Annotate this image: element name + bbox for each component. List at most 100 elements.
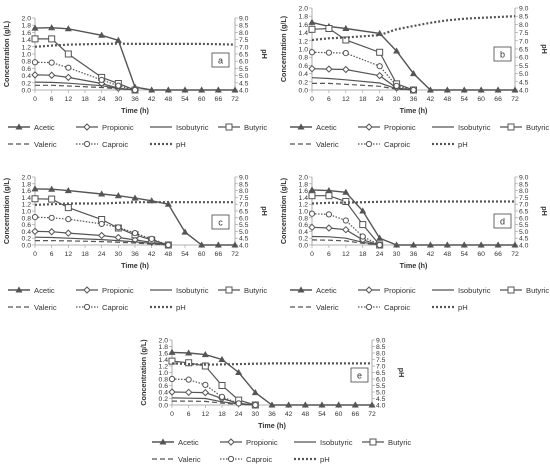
y-tick-label: 0.8: [22, 215, 32, 222]
y-tick-label: 0.0: [159, 403, 169, 410]
butyric-point: [64, 204, 72, 212]
butyric-point: [325, 192, 333, 200]
open-diamond-marker: [83, 123, 91, 131]
caproic-point: [31, 59, 39, 66]
acetic-point: [342, 188, 350, 195]
y-tick-label: 0.6: [299, 63, 309, 70]
y2-tick-label: 5.0: [519, 229, 529, 236]
open-circle-dotted-line: [83, 140, 91, 148]
legend-d: Acetic Propionic Isobutyric Butyric Valeric C…: [290, 286, 549, 312]
propionic-point: [47, 228, 56, 236]
acetic-point: [231, 86, 239, 93]
acetic-point: [494, 86, 502, 93]
x-tick-label: 66: [352, 411, 360, 418]
y-tick-label: 2.0: [299, 175, 309, 182]
caproic-point: [308, 210, 316, 217]
x-tick-label: 72: [511, 251, 519, 258]
y2-tick-label: 7.0: [376, 364, 386, 371]
y2-tick-label: 5.5: [239, 222, 249, 229]
y2-tick-label: 8.5: [376, 344, 386, 351]
y-tick-label: 0.8: [22, 59, 32, 66]
acetic-point: [64, 186, 72, 194]
y2-tick-label: 7.0: [239, 44, 249, 51]
panel-label-box: [493, 213, 512, 229]
panel-label: b: [500, 50, 505, 60]
propionic-point: [342, 65, 350, 74]
y-tick-label: 1.8: [299, 181, 309, 188]
open-diamond-marker: [83, 286, 91, 294]
legend-label-isobutyric: Isobutyric: [176, 286, 209, 295]
acetic-point: [181, 86, 189, 93]
y-tick-label: 0.6: [22, 222, 32, 229]
y-tick-label: 1.4: [22, 195, 32, 202]
legend-c: Acetic Propionic Isobutyric Butyric Valeric C…: [8, 286, 267, 312]
caproic-point: [393, 82, 400, 90]
y2-tick-label: 8.5: [239, 181, 249, 188]
butyric-point: [359, 221, 367, 229]
y-tick-label: 2.0: [159, 338, 169, 345]
x-tick-label: 60: [477, 251, 485, 258]
x-tick-label: 0: [33, 96, 37, 103]
acetic-point: [114, 36, 122, 43]
y-tick-label: 1.0: [299, 47, 309, 54]
butyric-point: [48, 35, 56, 43]
caproic-point: [376, 63, 383, 70]
y-tick-label: 0.4: [22, 73, 32, 80]
acetic-point: [477, 86, 485, 93]
y-tick-label: 1.0: [22, 209, 32, 216]
y-tick-label: 0.2: [299, 236, 309, 243]
x-tick-label: 42: [285, 411, 293, 418]
x-tick-label: 30: [252, 411, 260, 418]
caproic-point: [376, 241, 383, 249]
acetic-point: [426, 241, 434, 248]
acetic-point: [198, 86, 206, 93]
x-tick-label: 18: [81, 251, 89, 258]
y-tick-label: 0.8: [299, 55, 309, 62]
y2-tick-label: 9.0: [519, 175, 529, 182]
y-tick-label: 1.6: [299, 188, 309, 195]
y-tick-label: 1.6: [299, 22, 309, 29]
caproic-point: [65, 216, 72, 223]
legend-label-propionic: Propionic: [246, 438, 278, 447]
y2-tick-label: 5.5: [519, 222, 529, 229]
y2-tick-label: 6.5: [519, 209, 529, 216]
y-tick-label: 0.6: [159, 383, 169, 390]
y-tick-label: 0.2: [299, 79, 309, 86]
acetic-point: [251, 389, 259, 396]
propionic-point: [31, 227, 39, 236]
valeric-series-line: [35, 240, 169, 246]
legend-label-caproic: Caproic: [102, 303, 128, 312]
x-tick-label: 12: [342, 96, 350, 103]
acetic-point: [218, 355, 226, 362]
y2-axis-title: pH: [260, 49, 269, 59]
x-tick-label: 66: [494, 96, 502, 103]
x-tick-label: 0: [310, 96, 314, 103]
caproic-point: [235, 400, 242, 407]
x-tick-label: 12: [65, 96, 73, 103]
open-circle-dotted-line: [365, 303, 373, 311]
x-tick-label: 60: [198, 96, 206, 103]
legend-label-propionic: Propionic: [102, 286, 134, 295]
acetic-point: [342, 24, 350, 31]
x-axis-title: Time (h): [400, 106, 428, 115]
legend-label-ph: pH: [176, 303, 186, 312]
caproic-point: [168, 375, 176, 383]
caproic-point: [48, 214, 55, 221]
panel-label: c: [218, 218, 223, 228]
x-tick-label: 24: [98, 96, 106, 103]
y2-tick-label: 6.5: [376, 370, 386, 377]
chart-panel-a: 0.00.20.40.60.81.01.21.41.61.82.04.04.55…: [2, 16, 269, 116]
acetic-point: [131, 194, 139, 201]
y-tick-label: 1.8: [299, 14, 309, 21]
y2-tick-label: 6.0: [519, 215, 529, 222]
y2-tick-label: 9.0: [376, 338, 386, 345]
legend-label-propionic: Propionic: [384, 123, 416, 132]
caproic-point: [131, 230, 139, 237]
y2-tick-label: 7.5: [239, 195, 249, 202]
propionic-point: [201, 388, 210, 397]
y-tick-label: 0.0: [299, 88, 309, 95]
filled-triangle-marker: [297, 286, 305, 293]
y2-tick-label: 4.5: [239, 80, 249, 87]
propionic-point: [325, 65, 333, 73]
acetic-point: [368, 401, 376, 408]
